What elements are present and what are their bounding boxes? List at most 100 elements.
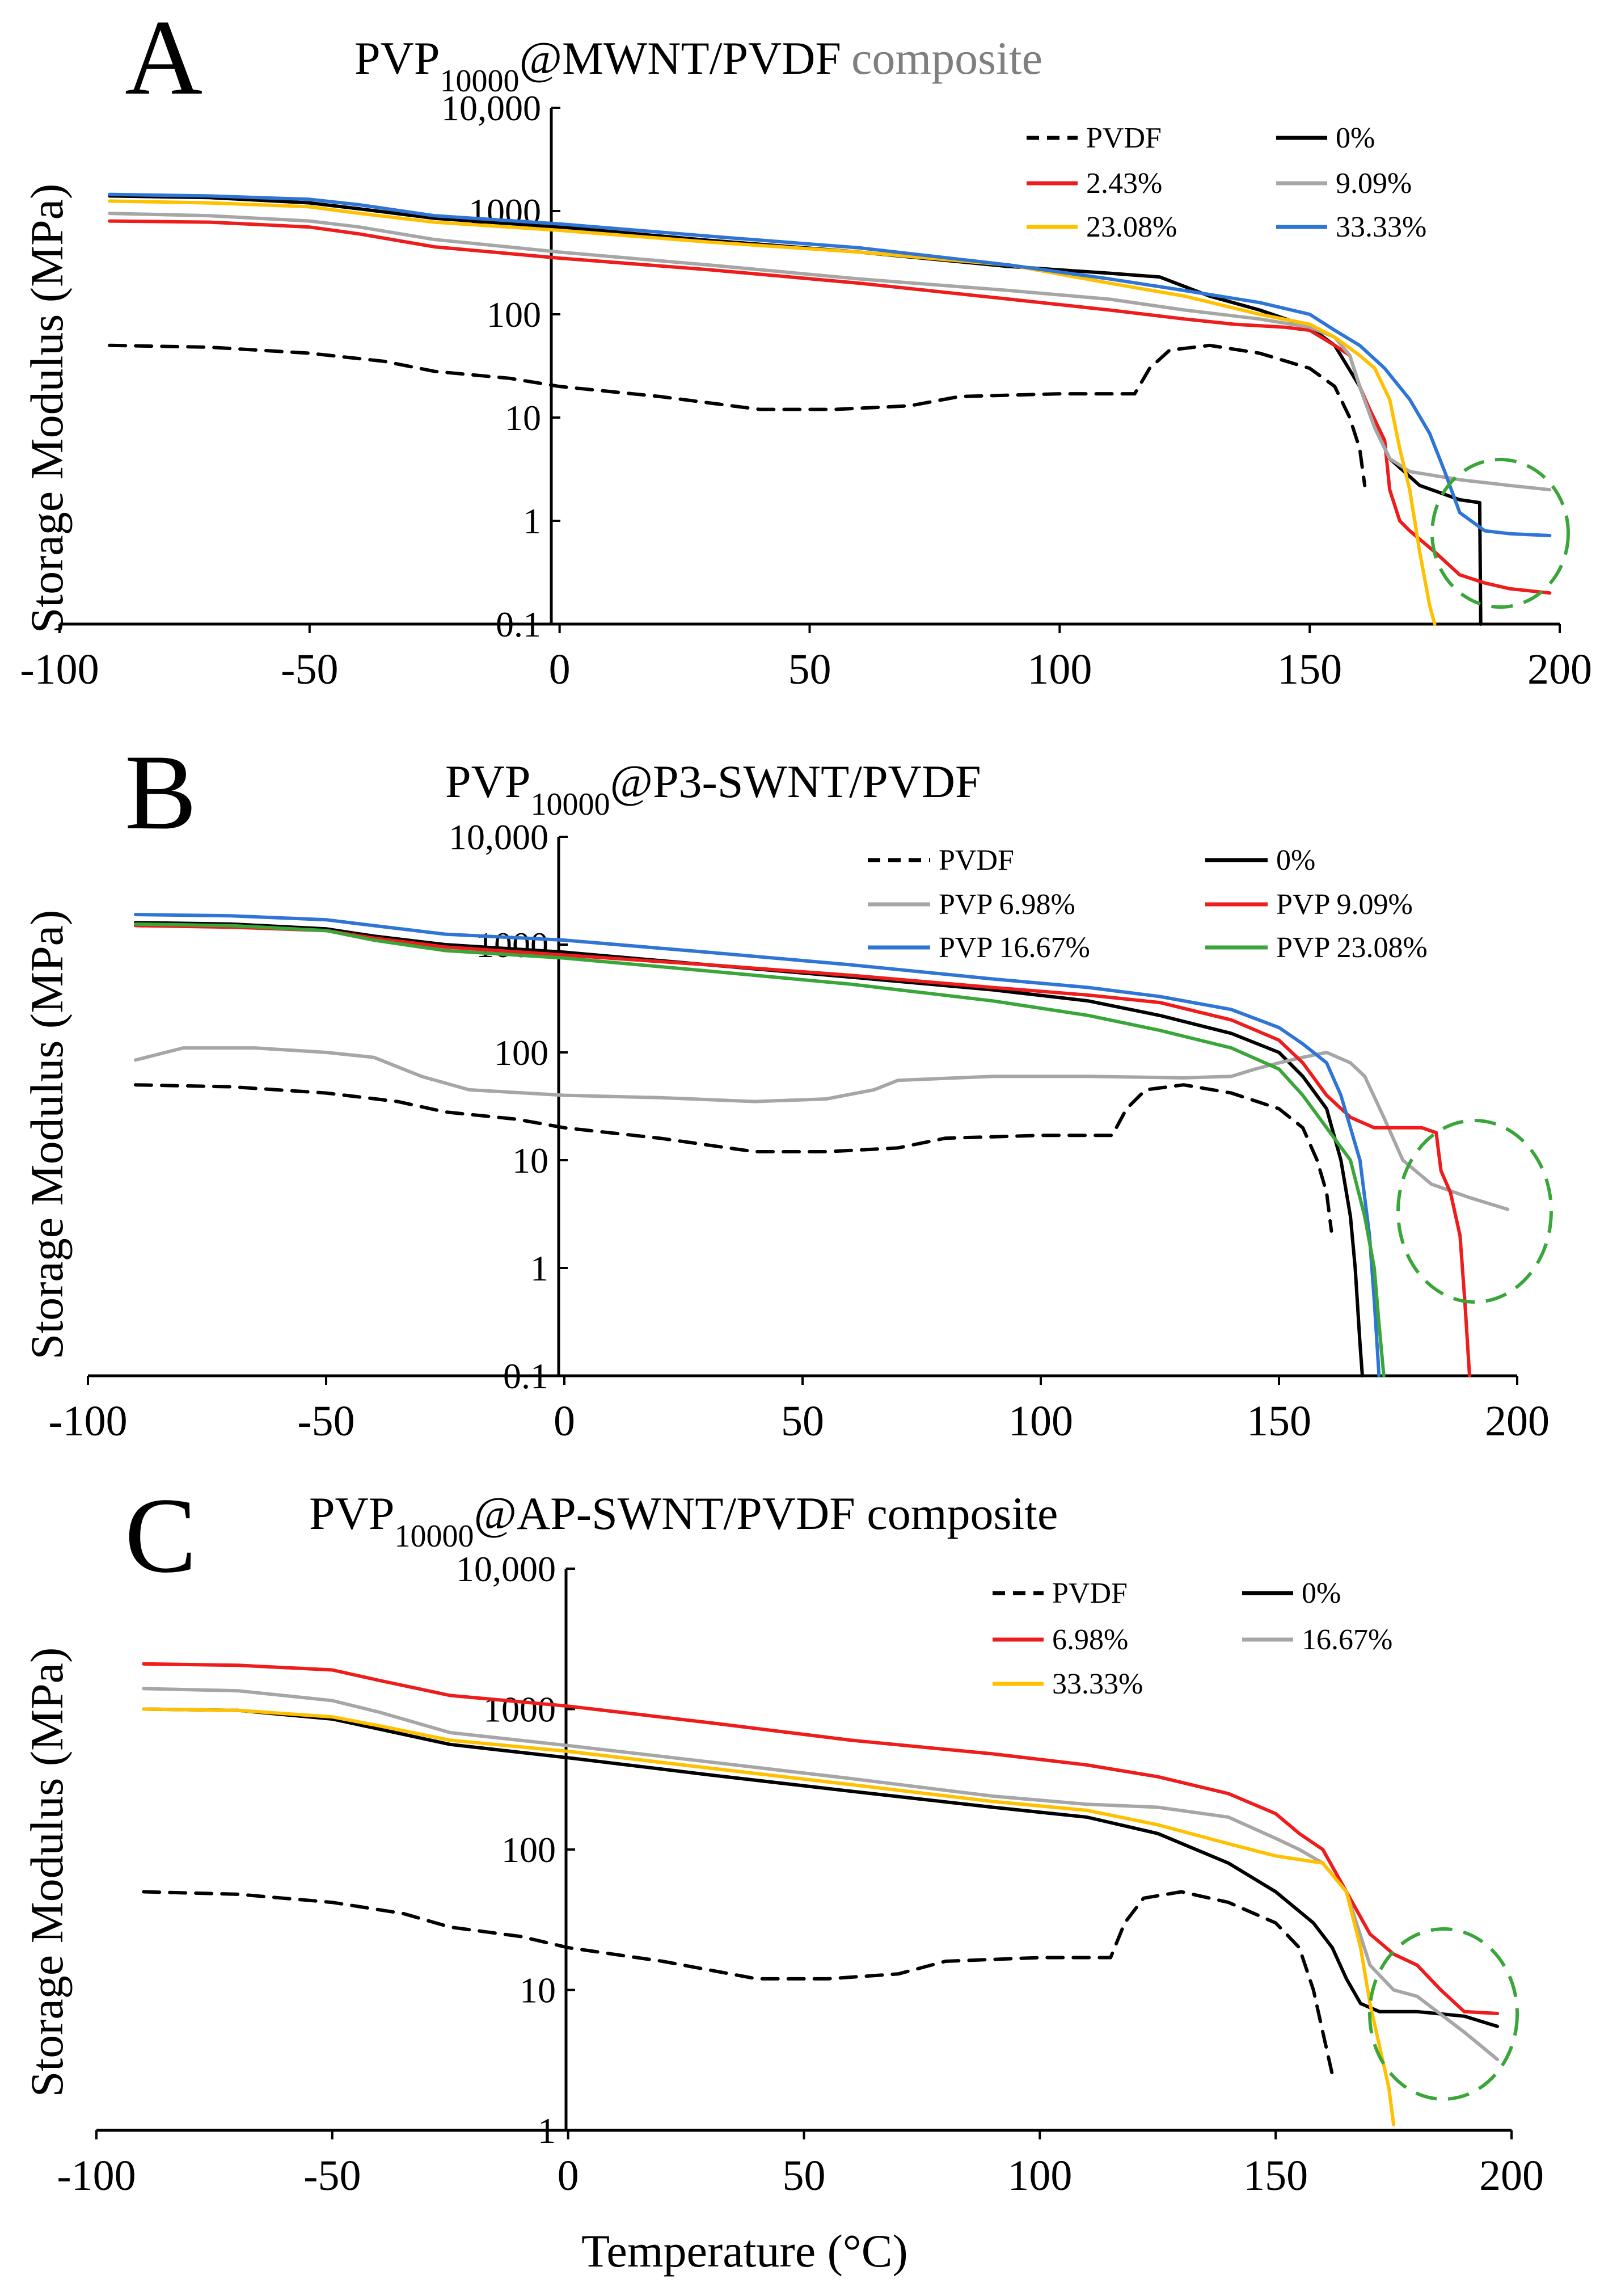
series-line-pvp-6-98- — [134, 1046, 1510, 1211]
panel-b-highlight-circle — [1396, 1119, 1553, 1304]
legend-a-pvdf-label: PVDF — [1086, 122, 1162, 154]
series-line-pvdf — [108, 343, 1367, 487]
panel-b-title-main: PVP — [445, 756, 530, 807]
series-line-2-43- — [108, 219, 1552, 595]
panel-c: C PVP10000@AP-SWNT/PVDF composite Storag… — [21, 1476, 1544, 2277]
panel-a-title-sub: 10000 — [440, 64, 519, 99]
panel-c-xlabel: Temperature (°C) — [581, 2225, 908, 2277]
panel-b-legend: PVDF 0% PVP 6.98% PVP 9.09% PVP 16.67% P… — [868, 844, 1428, 964]
y-tick-label: 10 — [520, 1970, 556, 2011]
panel-c-lines — [142, 1662, 1500, 2126]
panel-b-title: PVP10000@P3-SWNT/PVDF — [445, 756, 981, 822]
panel-c-title-sub: 10000 — [394, 1519, 474, 1554]
legend-b-698-label: PVP 6.98% — [939, 888, 1075, 921]
x-tick-label: -100 — [48, 1397, 127, 1445]
x-tick-label: -50 — [303, 2152, 361, 2200]
panel-c-ylabel: Storage Modulus (MPa) — [21, 1648, 73, 2097]
legend-c-1667-label: 16.67% — [1302, 1624, 1392, 1656]
x-tick-label: 200 — [1527, 646, 1592, 693]
panel-c-title-main: PVP — [309, 1488, 394, 1539]
panel-b-lines — [134, 913, 1510, 1377]
panel-a-title-main: PVP — [354, 32, 440, 84]
legend-c-698-label: 6.98% — [1052, 1624, 1128, 1656]
panel-b-axes: -100 -50 0 50 100 150 200 10,000 1000 100 10 1 0.1 — [48, 817, 1550, 1445]
legend-c-pvdf-label: PVDF — [1052, 1577, 1128, 1610]
y-tick-label: 10 — [505, 398, 541, 438]
legend-c-0-label: 0% — [1302, 1577, 1341, 1610]
legend-b-pvdf-label: PVDF — [939, 844, 1014, 877]
x-tick-label: 200 — [1479, 2152, 1544, 2200]
x-tick-label: 50 — [781, 1397, 824, 1445]
y-tick-label: 0.1 — [503, 1356, 548, 1396]
y-tick-label: 10,000 — [449, 817, 548, 857]
y-tick-label: 1000 — [476, 925, 548, 965]
panel-b-title-sub: 10000 — [530, 787, 610, 822]
x-tick-label: 100 — [1007, 2152, 1072, 2200]
series-line-23-08- — [108, 199, 1437, 626]
y-tick-label: 100 — [494, 1033, 548, 1073]
x-tick-label: 150 — [1243, 2152, 1308, 2200]
series-line-16-67- — [142, 1687, 1500, 2061]
series-line-pvdf — [134, 1083, 1333, 1233]
panel-c-title-rest: @AP-SWNT/PVDF composite — [474, 1488, 1058, 1539]
x-tick-label: 150 — [1247, 1397, 1311, 1445]
series-line-pvp-16-67- — [134, 913, 1381, 1377]
series-line-6-98- — [142, 1662, 1500, 2015]
x-tick-label: 150 — [1277, 646, 1342, 693]
y-tick-label: 0.1 — [496, 604, 541, 644]
x-tick-label: -50 — [281, 646, 338, 693]
x-tick-label: 0 — [558, 2152, 579, 2200]
y-tick-label: 1 — [523, 501, 541, 541]
panel-a-highlight-circle — [1430, 458, 1570, 609]
series-line-0- — [134, 921, 1364, 1377]
series-line-33-33- — [142, 1707, 1396, 2126]
series-line-0- — [142, 1707, 1500, 2028]
legend-a-2308-label: 23.08% — [1086, 211, 1177, 243]
y-tick-label: 10 — [512, 1140, 548, 1181]
y-tick-label: 100 — [501, 1830, 556, 1870]
x-tick-label: 50 — [783, 2152, 826, 2200]
x-tick-label: 0 — [554, 1397, 575, 1445]
legend-c-3333-label: 33.33% — [1052, 1668, 1143, 1700]
x-tick-label: -100 — [57, 2152, 136, 2200]
panel-a: A PVP10000@MWNT/PVDF composite Storage Mo… — [20, 0, 1592, 693]
x-tick-label: 200 — [1485, 1397, 1550, 1445]
panel-c-title: PVP10000@AP-SWNT/PVDF composite — [309, 1488, 1058, 1554]
x-tick-label: 50 — [788, 646, 831, 693]
panel-b-letter: B — [125, 733, 197, 852]
legend-a-909-label: 9.09% — [1336, 167, 1412, 200]
y-tick-label: 1 — [538, 2110, 556, 2151]
series-line-pvp-23-08- — [134, 922, 1386, 1377]
y-tick-label: 1 — [530, 1248, 548, 1288]
series-line-9-09- — [108, 212, 1552, 492]
legend-b-0-label: 0% — [1276, 844, 1315, 877]
panel-c-highlight-circle — [1368, 1927, 1519, 2101]
x-tick-label: -50 — [297, 1397, 354, 1445]
series-line-pvp-9-09- — [134, 924, 1471, 1377]
legend-b-909-label: PVP 9.09% — [1276, 888, 1413, 921]
panel-a-letter: A — [125, 0, 202, 117]
y-tick-label: 10,000 — [441, 88, 541, 128]
panel-a-ylabel: Storage Modulus (MPa) — [21, 184, 73, 634]
x-tick-label: 100 — [1008, 1397, 1073, 1445]
x-tick-label: 0 — [549, 646, 571, 693]
x-tick-label: 100 — [1027, 646, 1092, 693]
panel-a-legend: PVDF 0% 2.43% 9.09% 23.08% 33.33% — [1027, 122, 1426, 243]
legend-a-3333-label: 33.33% — [1336, 211, 1426, 243]
y-tick-label: 100 — [487, 294, 541, 335]
series-line-33-33- — [108, 192, 1552, 537]
y-tick-label: 10,000 — [456, 1549, 556, 1589]
series-line-pvdf — [142, 1890, 1334, 2076]
panel-a-lines — [108, 192, 1552, 626]
legend-a-243-label: 2.43% — [1086, 167, 1162, 200]
panel-c-letter: C — [125, 1476, 197, 1595]
legend-a-0-label: 0% — [1336, 122, 1375, 154]
panel-b-ylabel: Storage Modulus (MPa) — [21, 910, 73, 1360]
x-tick-label: -100 — [20, 646, 99, 693]
legend-b-1667-label: PVP 16.67% — [939, 932, 1090, 964]
panel-a-title: PVP10000@MWNT/PVDF composite — [354, 32, 1042, 99]
panel-c-axes: -100 -50 0 50 100 150 200 10,000 1000 100 10 1 — [57, 1549, 1544, 2200]
panel-c-legend: PVDF 0% 6.98% 16.67% 33.33% — [993, 1577, 1392, 1700]
